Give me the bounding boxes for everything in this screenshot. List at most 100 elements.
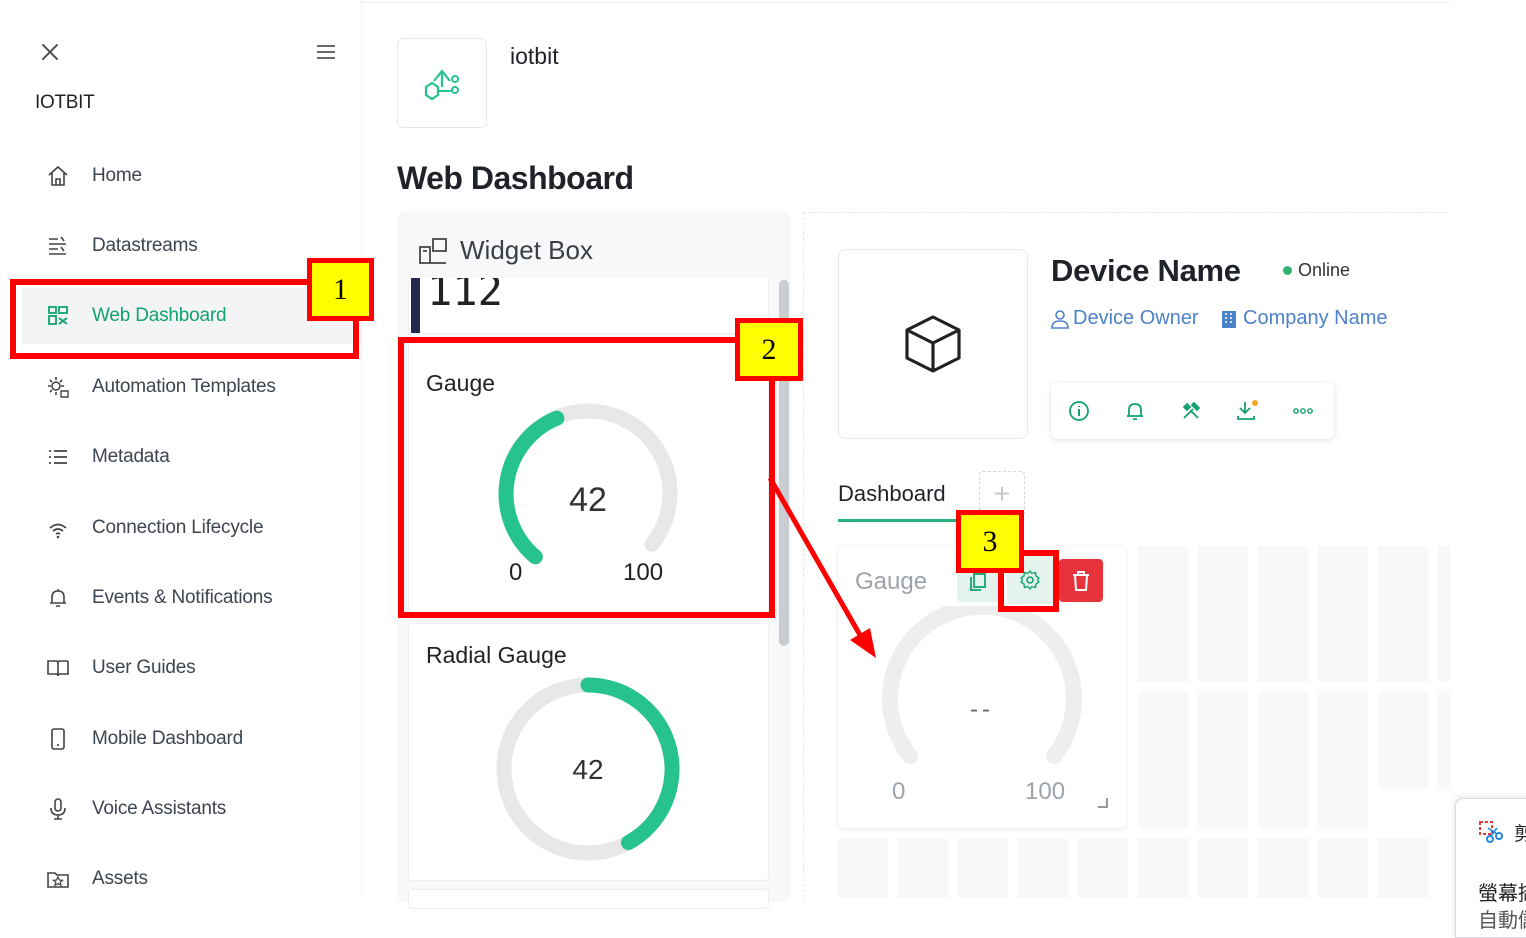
grid-cell: [1438, 546, 1450, 682]
template-name: iotbit: [510, 43, 559, 69]
tools-icon: [1182, 401, 1201, 419]
assets-icon: [44, 865, 72, 893]
sidebar-item-label: Metadata: [92, 446, 170, 467]
gauge-max: 100: [623, 559, 664, 586]
widget-card-gauge[interactable]: Gauge 42 0 100: [408, 342, 769, 616]
grid-cell: [898, 838, 948, 898]
widget-name: Gauge: [426, 370, 496, 396]
info-icon: [1069, 401, 1089, 421]
copy-icon: [970, 573, 986, 591]
device-owner-label: Device Owner: [1073, 307, 1199, 329]
sidebar-item-user-guides[interactable]: User Guides: [22, 640, 354, 696]
sidebar-item-label: Automation Templates: [92, 376, 276, 397]
annotation-box-2: [398, 337, 775, 618]
gauge-min: 0: [509, 559, 523, 586]
sidebar-item-home[interactable]: Home: [22, 148, 354, 204]
grid-cell: [1138, 838, 1188, 898]
grid-cell: [1198, 546, 1248, 682]
sidebar-item-web-dashboard[interactable]: Web Dashboard: [22, 288, 354, 344]
sidebar-item-label: Assets: [92, 868, 148, 889]
placed-gauge-min: 0: [892, 778, 906, 805]
device-status: Online: [1283, 260, 1350, 281]
resize-handle[interactable]: [1098, 798, 1108, 808]
grid-cell: [1198, 692, 1248, 828]
list-icon: [44, 443, 72, 471]
close-sidebar-button[interactable]: [36, 38, 64, 66]
widget-card-next[interactable]: [408, 889, 769, 909]
gauge-value: 42: [569, 481, 607, 519]
grid-cell: [1378, 838, 1428, 898]
snipping-notification[interactable]: 剪 螢幕擷 自動儲: [1455, 798, 1526, 938]
annotation-arrow: [767, 476, 876, 658]
sidebar-menu-button[interactable]: [312, 40, 340, 64]
download-button[interactable]: [1219, 383, 1275, 439]
device-owner-link[interactable]: Device Owner: [1050, 307, 1199, 330]
sidebar-item-label: Datastreams: [92, 235, 198, 256]
annotation-tag-1: 1: [307, 258, 374, 321]
web-dashboard-icon: [44, 302, 72, 330]
user-icon: [1051, 309, 1069, 329]
sidebar-item-label: Events & Notifications: [92, 587, 273, 608]
notification-line-1: 螢幕擷: [1478, 883, 1526, 905]
cube-icon: [905, 315, 961, 373]
notification-title: 剪: [1514, 819, 1526, 846]
gear-icon: [1020, 570, 1040, 590]
company-name-link[interactable]: Company Name: [1220, 307, 1388, 330]
sidebar-item-label: Web Dashboard: [92, 305, 227, 326]
device-image: [838, 249, 1028, 439]
placed-gauge-value: --: [970, 696, 994, 723]
home-icon: [44, 162, 72, 190]
info-button[interactable]: [1051, 383, 1107, 439]
tools-button[interactable]: [1163, 383, 1219, 439]
widget-box-header: Widget Box: [418, 235, 593, 266]
gauge-dial: [498, 403, 678, 565]
grid-cell: [1258, 838, 1308, 898]
sidebar-item-mobile-dashboard[interactable]: Mobile Dashboard: [22, 711, 354, 767]
dashboard-canvas: [803, 212, 1449, 902]
sidebar-item-metadata[interactable]: Metadata: [22, 429, 354, 485]
sidebar-item-label: Mobile Dashboard: [92, 728, 243, 749]
gauge-value-arc: [498, 410, 565, 565]
microphone-icon: [44, 795, 72, 823]
template-logo-icon: [424, 69, 459, 101]
sidebar-item-connection-lifecycle[interactable]: Connection Lifecycle: [22, 500, 354, 556]
company-name-label: Company Name: [1243, 307, 1388, 329]
delete-widget-button[interactable]: [1059, 559, 1103, 602]
radial-gauge-value: 42: [572, 754, 604, 785]
page-title: Web Dashboard: [397, 160, 634, 196]
placed-gauge-dial: [882, 606, 1082, 764]
notifications-button[interactable]: [1107, 383, 1163, 439]
placed-gauge-max: 100: [1025, 778, 1066, 805]
widget-card-radial-gauge[interactable]: Radial Gauge 42: [408, 623, 769, 881]
more-button[interactable]: [1275, 383, 1331, 439]
radial-gauge-value-arc: [580, 677, 680, 851]
sidebar-item-assets[interactable]: Assets: [22, 851, 354, 907]
sidebar-item-events-notifications[interactable]: Events & Notifications: [22, 570, 354, 626]
top-divider: [14, 2, 1450, 3]
grid-cell: [1318, 546, 1368, 682]
grid-cell: [1198, 838, 1248, 898]
grid-cell: [1378, 692, 1428, 788]
trash-icon: [1073, 570, 1089, 591]
tab-dashboard[interactable]: Dashboard: [838, 481, 946, 506]
widget-box-title: Widget Box: [460, 235, 593, 265]
phone-icon: [44, 725, 72, 753]
status-dot: [1283, 266, 1292, 275]
sidebar-item-automation-templates[interactable]: Automation Templates: [22, 359, 354, 415]
grid-cell: [1138, 692, 1188, 828]
device-action-bar: [1051, 383, 1334, 439]
widget-box-scrollbar[interactable]: [779, 280, 789, 646]
sidebar-item-label: Home: [92, 165, 142, 186]
grid-cell: [1438, 692, 1450, 788]
grid-cell: [1138, 546, 1188, 682]
grid-cell: [1258, 546, 1308, 682]
device-name: Device Name: [1051, 253, 1241, 288]
sidebar-item-datastreams[interactable]: Datastreams: [22, 218, 354, 274]
wifi-icon: [44, 514, 72, 542]
widget-card-partial[interactable]: 112: [408, 278, 769, 334]
hamburger-icon: [317, 45, 335, 59]
scissors-icon: [1479, 821, 1503, 843]
sidebar-item-voice-assistants[interactable]: Voice Assistants: [22, 781, 354, 837]
datastreams-icon: [44, 232, 72, 260]
grid-cell: [958, 838, 1008, 898]
